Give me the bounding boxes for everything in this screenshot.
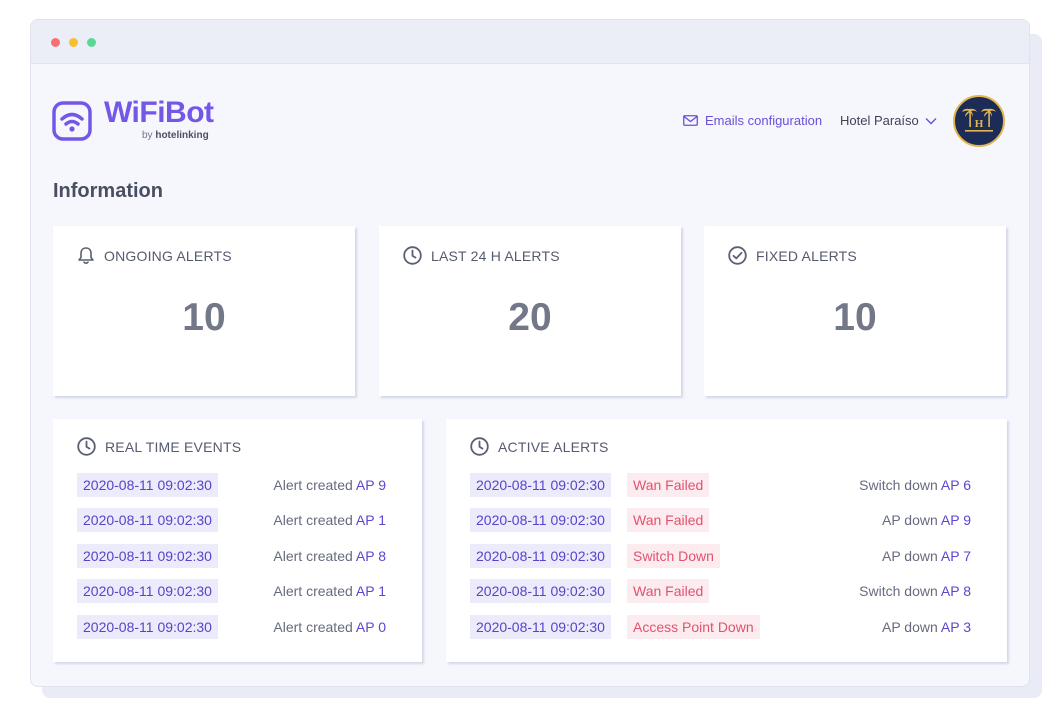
alert-text: AP down AP 3 [881,619,971,635]
event-row[interactable]: 2020-08-11 09:02:30 Alert created AP 1 [53,579,422,603]
ap-link[interactable]: AP 1 [355,583,386,599]
alert-text: AP down AP 9 [881,512,971,528]
ap-link[interactable]: AP 0 [355,619,386,635]
chevron-down-icon [925,117,937,124]
ap-link[interactable]: AP 7 [940,548,971,564]
alert-type-badge: Switch Down [627,544,720,568]
ongoing-alerts-card: ONGOING ALERTS 10 [53,226,355,396]
page-title: Information [53,180,163,202]
ongoing-alerts-label: ONGOING ALERTS [104,247,232,264]
alert-text: Switch down AP 6 [859,477,971,493]
clock-icon [77,437,96,456]
event-date: 2020-08-11 09:02:30 [77,615,218,639]
wifi-logo-icon [52,101,92,141]
event-text: Alert created AP 9 [273,477,386,493]
event-text: Alert created AP 8 [273,548,386,564]
alert-date: 2020-08-11 09:02:30 [470,544,611,568]
emails-configuration-label: Emails configuration [705,113,823,128]
alert-row[interactable]: 2020-08-11 09:02:30 Wan Failed AP down A… [446,508,1007,532]
alert-date: 2020-08-11 09:02:30 [470,473,611,497]
event-row[interactable]: 2020-08-11 09:02:30 Alert created AP 0 [53,615,422,639]
clock-icon [470,437,489,456]
active-alerts-panel: ACTIVE ALERTS 2020-08-11 09:02:30 Wan Fa… [446,419,1007,662]
alert-type-badge: Access Point Down [627,615,760,639]
palm-trees-icon: H [962,108,996,132]
close-window-dot[interactable] [51,38,60,47]
ap-link[interactable]: AP 9 [355,477,386,493]
ap-link[interactable]: AP 8 [940,583,971,599]
maximize-window-dot[interactable] [87,38,96,47]
event-date: 2020-08-11 09:02:30 [77,473,218,497]
bell-icon [78,247,94,264]
alert-date: 2020-08-11 09:02:30 [470,615,611,639]
alert-date: 2020-08-11 09:02:30 [470,579,611,603]
browser-window: WiFiBot by hotelinking Emails configurat… [30,19,1030,687]
last-24h-alerts-value: 20 [508,296,552,339]
event-row[interactable]: 2020-08-11 09:02:30 Alert created AP 8 [53,544,422,568]
alert-type-badge: Wan Failed [627,508,710,532]
ongoing-alerts-value: 10 [182,296,226,339]
real-time-events-title: REAL TIME EVENTS [105,438,242,455]
ap-link[interactable]: AP 8 [355,548,386,564]
event-row[interactable]: 2020-08-11 09:02:30 Alert created AP 9 [53,473,422,497]
alert-type-badge: Wan Failed [627,473,710,497]
emails-configuration-link[interactable]: Emails configuration [683,113,822,128]
clock-icon [403,246,422,265]
alert-row[interactable]: 2020-08-11 09:02:30 Wan Failed Switch do… [446,473,1007,497]
hotel-name: Hotel Paraíso [840,113,919,128]
alert-type-badge: Wan Failed [627,579,710,603]
logo-byline: by hotelinking [142,130,209,141]
hotel-avatar[interactable]: H [953,95,1005,147]
mail-icon [683,115,698,126]
alert-row[interactable]: 2020-08-11 09:02:30 Access Point Down AP… [446,615,1007,639]
alert-row[interactable]: 2020-08-11 09:02:30 Switch Down AP down … [446,544,1007,568]
alert-date: 2020-08-11 09:02:30 [470,508,611,532]
event-text: Alert created AP 1 [273,512,386,528]
alert-row[interactable]: 2020-08-11 09:02:30 Wan Failed Switch do… [446,579,1007,603]
last-24h-alerts-card: LAST 24 H ALERTS 20 [379,226,681,396]
fixed-alerts-label: FIXED ALERTS [756,247,857,264]
window-titlebar [31,20,1029,64]
ap-link[interactable]: AP 6 [940,477,971,493]
event-row[interactable]: 2020-08-11 09:02:30 Alert created AP 1 [53,508,422,532]
fixed-alerts-value: 10 [833,296,877,339]
ap-link[interactable]: AP 9 [940,512,971,528]
check-circle-icon [728,246,747,265]
logo-text: WiFiBot [104,96,214,129]
event-date: 2020-08-11 09:02:30 [77,544,218,568]
ap-link[interactable]: AP 1 [355,512,386,528]
event-date: 2020-08-11 09:02:30 [77,508,218,532]
last-24h-alerts-label: LAST 24 H ALERTS [431,247,560,264]
svg-text:H: H [975,118,984,130]
ap-link[interactable]: AP 3 [940,619,971,635]
event-text: Alert created AP 1 [273,583,386,599]
alert-text: Switch down AP 8 [859,583,971,599]
active-alerts-title: ACTIVE ALERTS [498,438,609,455]
hotel-selector[interactable]: Hotel Paraíso [840,113,937,128]
event-date: 2020-08-11 09:02:30 [77,579,218,603]
event-text: Alert created AP 0 [273,619,386,635]
real-time-events-panel: REAL TIME EVENTS 2020-08-11 09:02:30 Ale… [53,419,422,662]
fixed-alerts-card: FIXED ALERTS 10 [704,226,1006,396]
minimize-window-dot[interactable] [69,38,78,47]
alert-text: AP down AP 7 [881,548,971,564]
